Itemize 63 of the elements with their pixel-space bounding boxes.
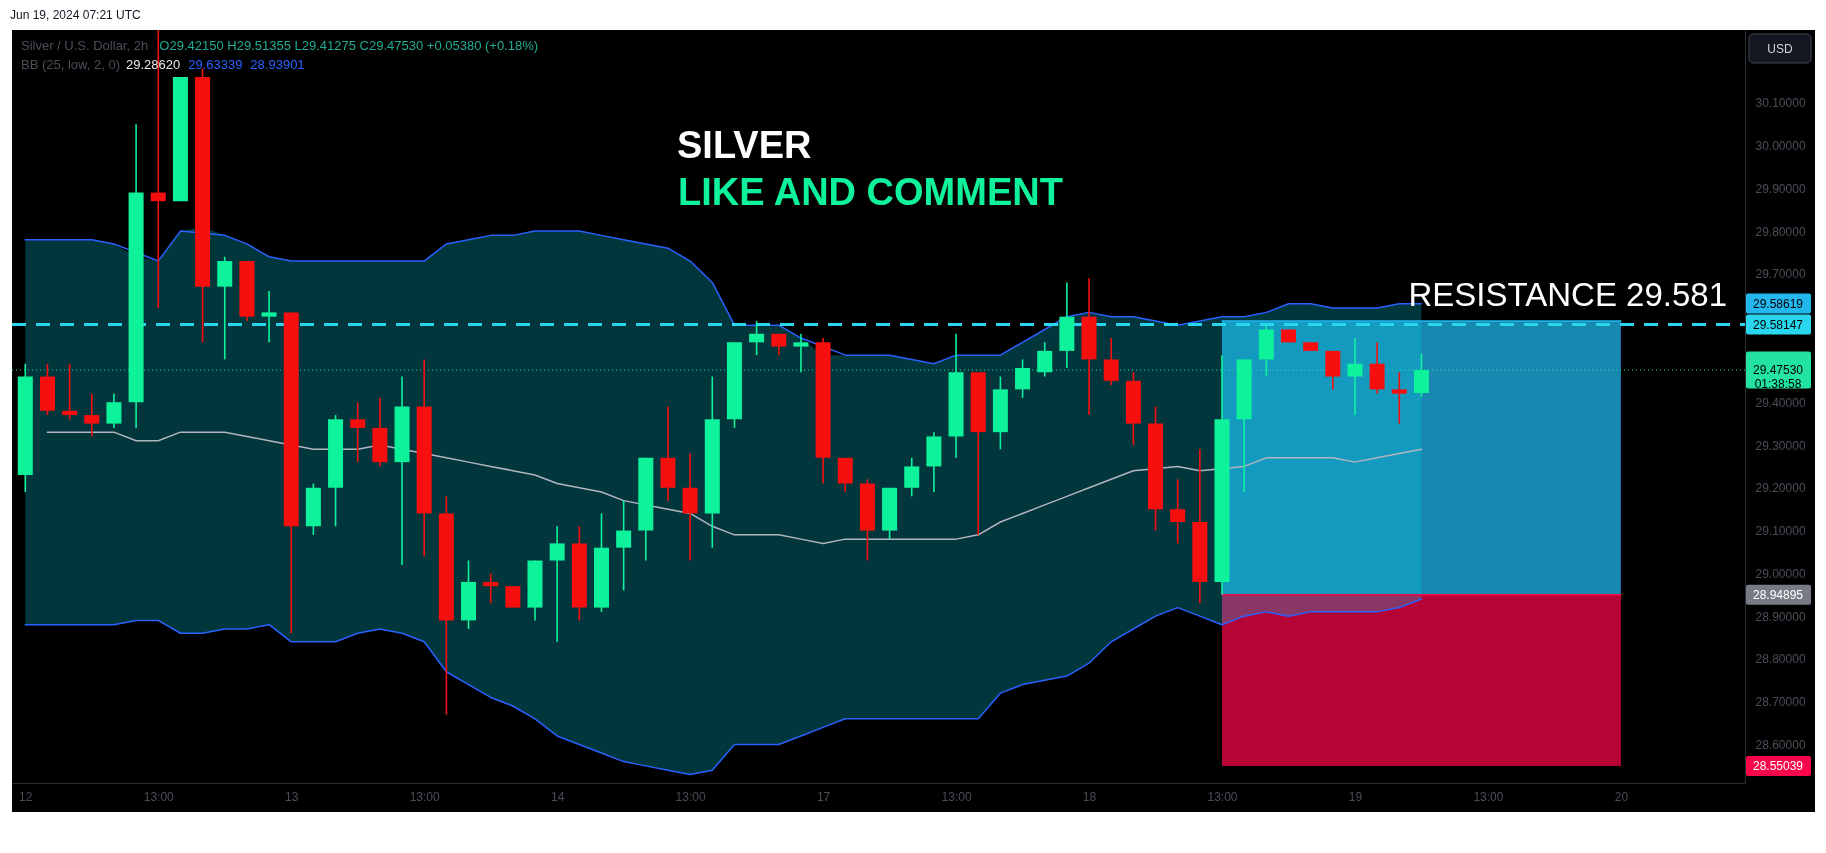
candlestick bbox=[1103, 337, 1119, 386]
x-tick-label: 13:00 bbox=[675, 789, 706, 804]
y-axis-title: USD bbox=[1767, 42, 1793, 56]
candlestick bbox=[106, 392, 122, 429]
x-tick-label: 18 bbox=[1082, 789, 1097, 804]
candlestick bbox=[350, 401, 366, 463]
annotation: O29.42150 H29.51355 L29.41275 C29.47530 +0.05380 (+0.18%) bbox=[159, 38, 539, 53]
y-tick-label: 29.30000 bbox=[1755, 438, 1806, 453]
x-tick-label: 17 bbox=[816, 789, 831, 804]
ref-line-label: 29.47530 01:38:58 bbox=[1752, 363, 1804, 392]
x-tick-label: 13:00 bbox=[1207, 789, 1238, 804]
candlestick bbox=[1413, 352, 1429, 398]
annotation: 29.63339 bbox=[188, 57, 243, 72]
ref-line-label: 29.58147 bbox=[1752, 317, 1804, 332]
y-tick-label: 30.00000 bbox=[1755, 139, 1806, 154]
text: LIKE AND COMMENT bbox=[678, 171, 1063, 213]
y-tick-label: 28.70000 bbox=[1755, 695, 1806, 710]
x-tick-label: 13:00 bbox=[1473, 789, 1504, 804]
y-tick-label: 29.00000 bbox=[1755, 566, 1806, 581]
text: Jun 19, 2024 07:21 UTC bbox=[10, 8, 142, 22]
annotation: BB (25, low, 2, 0) bbox=[21, 57, 120, 72]
text: 29.58619 bbox=[1752, 296, 1804, 311]
candlestick bbox=[505, 585, 521, 609]
annotation: 28.93901 bbox=[250, 57, 305, 72]
x-tick-label: 13:00 bbox=[409, 789, 441, 804]
candlestick bbox=[1347, 337, 1363, 416]
candlestick bbox=[749, 320, 765, 356]
candlestick bbox=[793, 332, 809, 374]
x-tick-label: 13:00 bbox=[143, 789, 175, 804]
candlestick bbox=[84, 392, 100, 438]
text: SILVER bbox=[677, 124, 812, 166]
candlestick bbox=[1170, 478, 1186, 545]
candlestick bbox=[261, 290, 277, 344]
x-tick-label: 13:00 bbox=[941, 789, 972, 804]
y-tick-label: 28.90000 bbox=[1755, 609, 1806, 624]
annotation: Silver / U.S. Dollar, 2h bbox=[21, 38, 149, 53]
line-series bbox=[46, 431, 1423, 545]
candlestick bbox=[1015, 358, 1031, 399]
x-tick-label: 19 bbox=[1348, 789, 1363, 804]
candlestick bbox=[1037, 341, 1053, 378]
x-tick-label: 13 bbox=[285, 789, 299, 804]
y-tick-label: 29.40000 bbox=[1755, 395, 1806, 410]
candlestick bbox=[62, 362, 78, 421]
y-tick-label: 30.10000 bbox=[1755, 96, 1806, 111]
line-series bbox=[24, 598, 1423, 776]
text: 28.55039 bbox=[1752, 758, 1804, 773]
y-tick-label: 29.20000 bbox=[1755, 481, 1806, 496]
candlestick bbox=[483, 572, 499, 605]
candlestick bbox=[549, 525, 565, 643]
y-tick-label: 28.60000 bbox=[1755, 737, 1806, 752]
x-tick-label: 14 bbox=[550, 789, 565, 804]
candlestick bbox=[1391, 371, 1407, 425]
annotation: RESISTANCE 29.581 bbox=[1408, 275, 1727, 313]
candlestick bbox=[904, 457, 920, 498]
text: 28.94895 bbox=[1752, 587, 1804, 602]
y-tick-label: 29.10000 bbox=[1755, 524, 1806, 539]
x-tick-label: 12 bbox=[19, 789, 33, 804]
y-tick-label: 29.80000 bbox=[1755, 224, 1806, 239]
y-tick-label: 29.70000 bbox=[1755, 267, 1806, 282]
candlestick bbox=[616, 499, 632, 592]
y-tick-label: 29.90000 bbox=[1755, 181, 1806, 196]
y-tick-label: 28.80000 bbox=[1755, 652, 1806, 667]
x-tick-label: 20 bbox=[1614, 789, 1629, 804]
